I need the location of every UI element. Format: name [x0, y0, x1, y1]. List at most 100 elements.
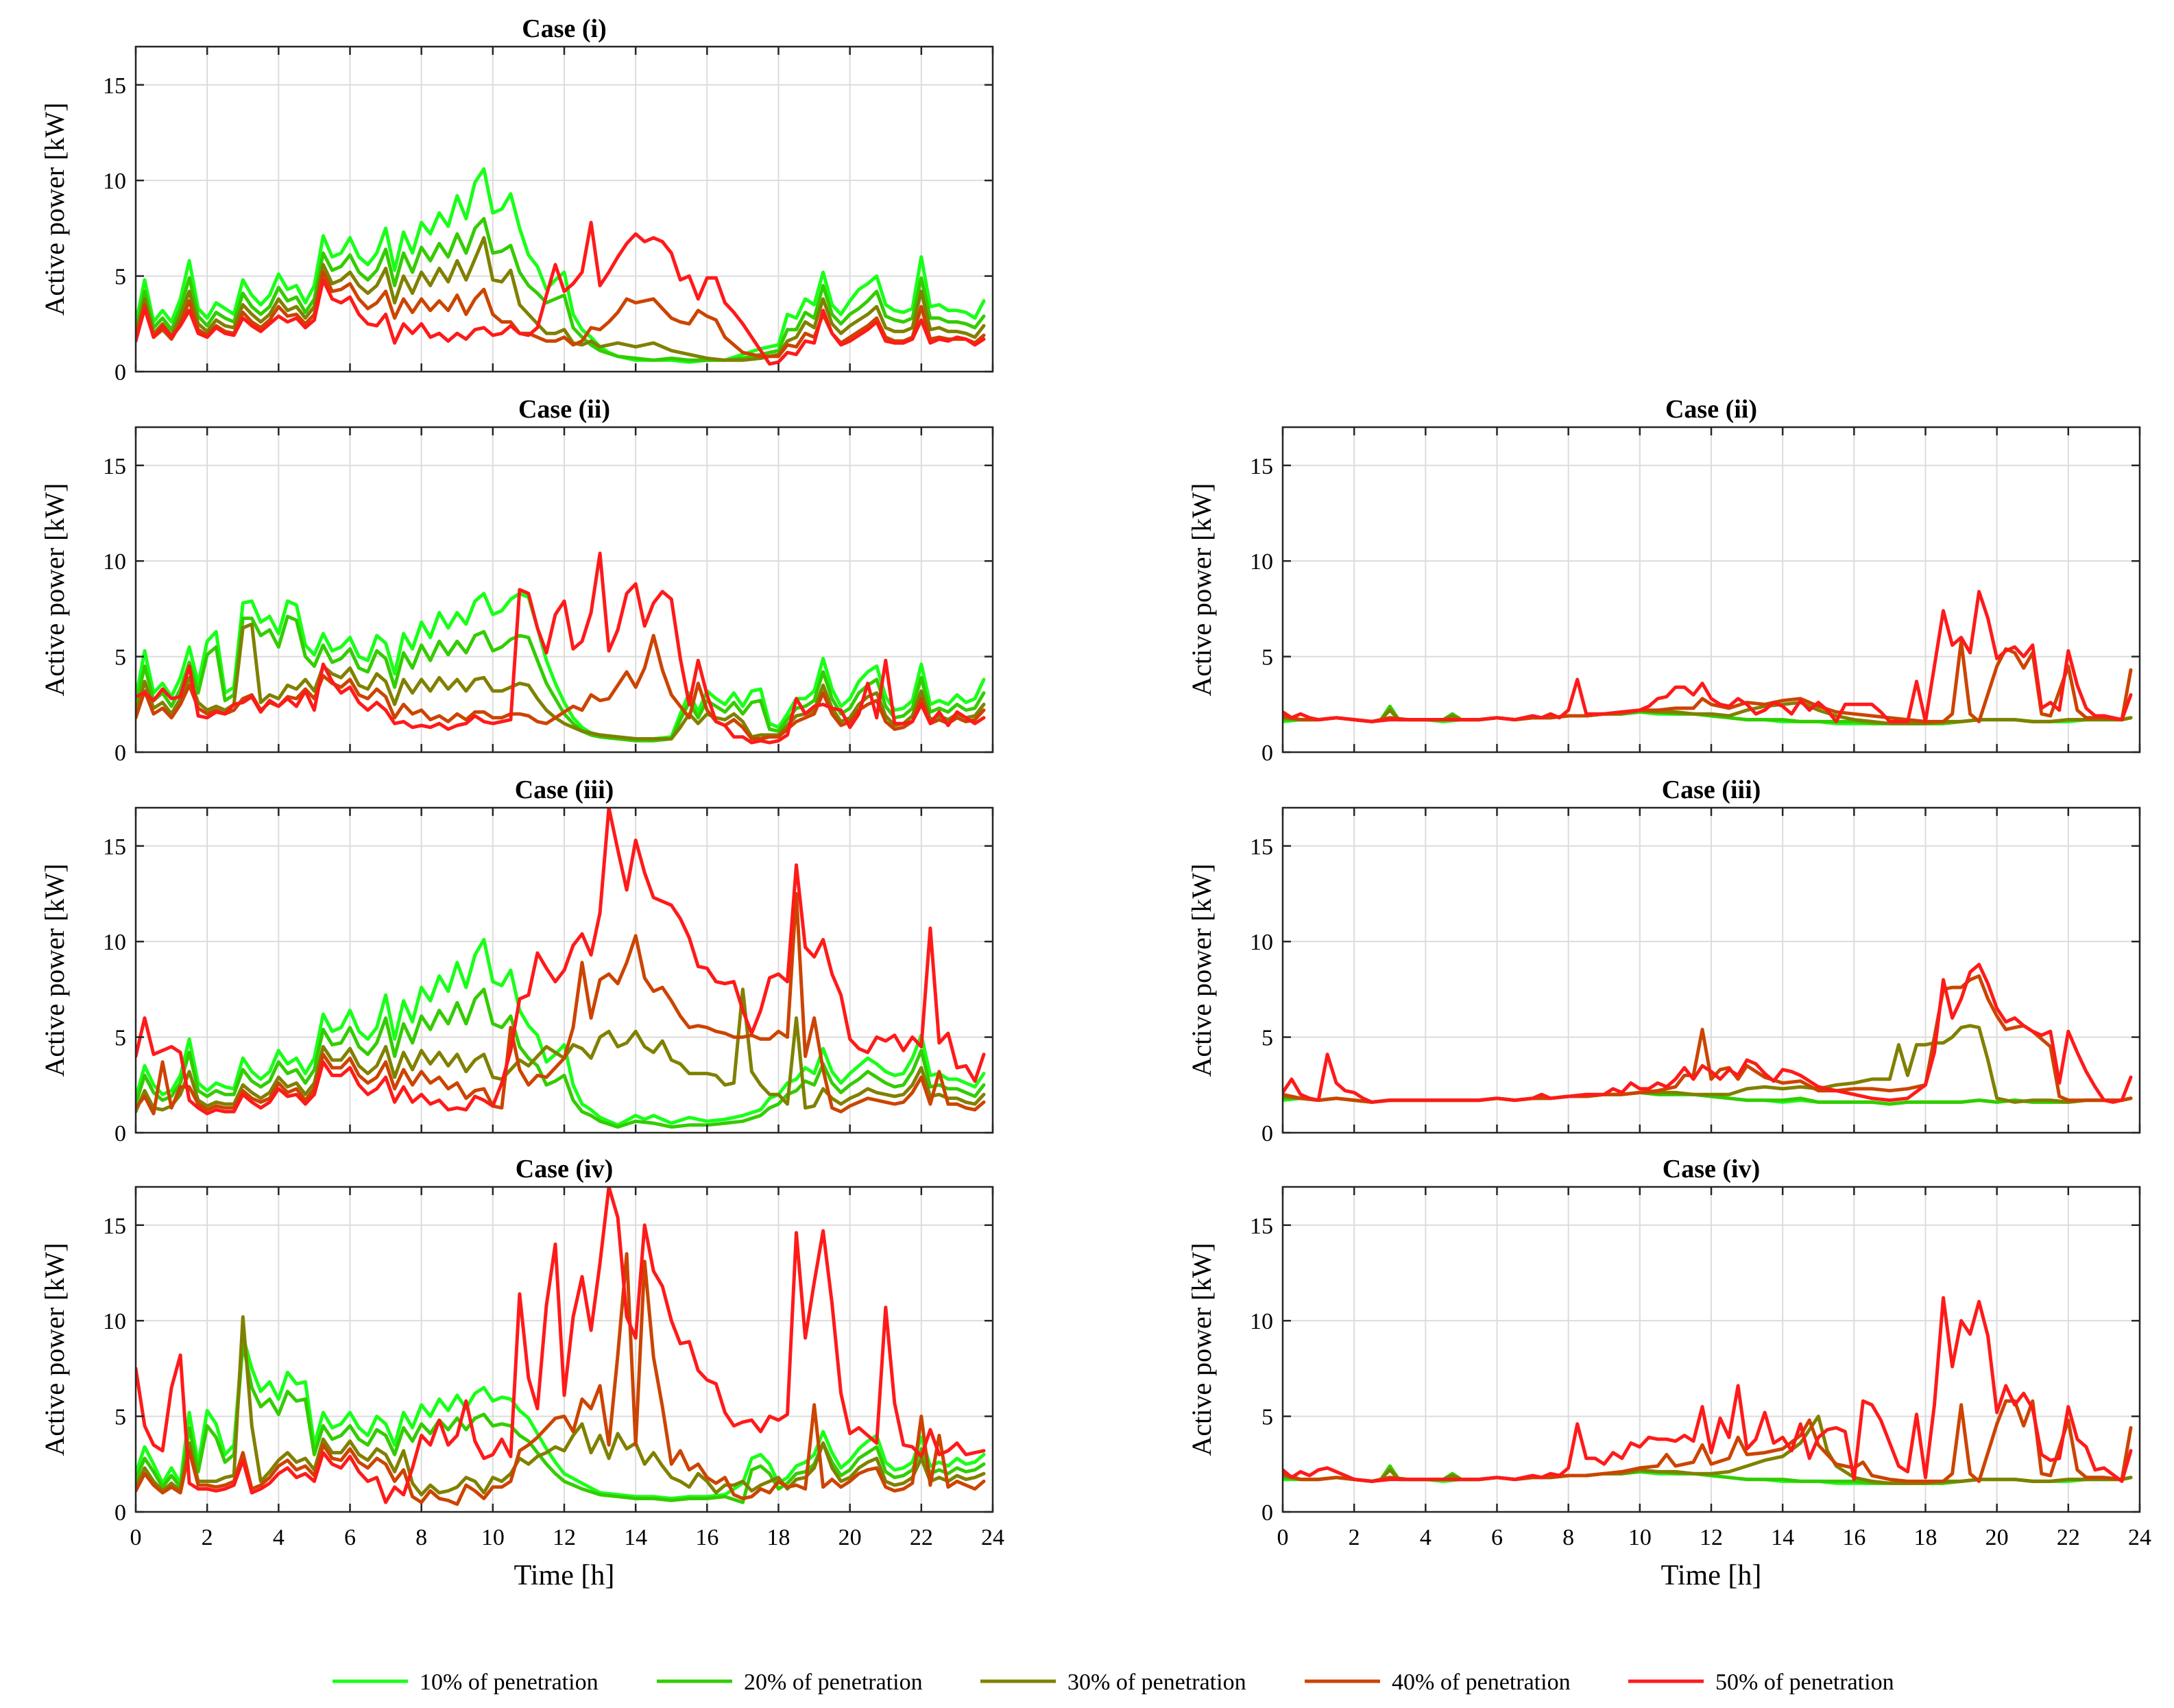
- y-tick-label: 0: [1261, 741, 1273, 766]
- y-tick-label: 5: [114, 645, 126, 671]
- y-tick-label: 15: [103, 454, 126, 479]
- y-tick-label: 10: [103, 549, 126, 575]
- panels: 0 5 10 15 Case (i) Active power [kW] 0 5 10 15 Cas…: [39, 14, 2151, 1591]
- series-line-50: [136, 551, 986, 745]
- series-line-20: [136, 614, 986, 743]
- legend-label: 30% of penetration: [1067, 1670, 1246, 1695]
- panel-left-iii: 0 5 10 15 Case (iii) Active power [kW]: [39, 775, 994, 1146]
- legend-label: 10% of penetration: [420, 1670, 599, 1695]
- y-tick-label: 15: [1250, 834, 1273, 860]
- panel-title: Case (iii): [515, 775, 614, 804]
- x-tick-label: 12: [1700, 1525, 1723, 1550]
- x-tick-label: 10: [1628, 1525, 1652, 1550]
- y-tick-label: 5: [1261, 1026, 1273, 1051]
- y-tick-label: 5: [1261, 1405, 1273, 1430]
- series-line-50: [136, 221, 986, 366]
- series-line-40: [1283, 974, 2133, 1104]
- y-tick-label: 0: [1261, 1500, 1273, 1526]
- x-tick-label: 14: [1771, 1525, 1794, 1550]
- panel-title: Case (iv): [516, 1155, 613, 1183]
- series-line-50: [1283, 963, 2133, 1104]
- x-axis-label: Time [h]: [514, 1560, 615, 1591]
- x-tick-label: 2: [1349, 1525, 1360, 1550]
- panel-title: Case (i): [522, 14, 606, 43]
- y-tick-label: 10: [1250, 1309, 1273, 1334]
- x-tick-label: 0: [130, 1525, 142, 1550]
- x-tick-label: 6: [1491, 1525, 1503, 1550]
- y-tick-label: 5: [114, 265, 126, 290]
- y-tick-label: 10: [103, 1309, 126, 1334]
- y-tick-label: 0: [114, 1500, 126, 1526]
- y-axis-label: Active power [kW]: [39, 483, 70, 697]
- legend-label: 50% of penetration: [1715, 1670, 1894, 1695]
- x-tick-label: 24: [981, 1525, 1004, 1550]
- y-tick-label: 10: [1250, 930, 1273, 955]
- panel-left-ii: 0 5 10 15 Case (ii) Active power [kW]: [39, 395, 994, 766]
- legend-label: 40% of penetration: [1392, 1670, 1571, 1695]
- panel-left-i: 0 5 10 15 Case (i) Active power [kW]: [39, 14, 994, 385]
- series-line-30: [136, 236, 986, 362]
- x-tick-label: 6: [344, 1525, 356, 1550]
- x-tick-label: 8: [415, 1525, 427, 1550]
- series-group: [1283, 590, 2133, 725]
- x-tick-label: 18: [767, 1525, 790, 1550]
- x-tick-label: 14: [624, 1525, 647, 1550]
- series-line-30: [136, 1315, 986, 1497]
- series-group: [136, 1187, 986, 1506]
- y-tick-label: 5: [1261, 645, 1273, 671]
- series-line-10: [136, 167, 986, 364]
- panel-right-ii: 0 5 10 15 Case (ii) Active power [kW]: [1186, 395, 2141, 766]
- series-group: [1283, 1296, 2133, 1485]
- series-group: [136, 808, 986, 1129]
- x-tick-label: 20: [838, 1525, 862, 1550]
- x-tick-label: 22: [910, 1525, 933, 1550]
- grid: [1283, 1187, 2140, 1512]
- legend-label: 20% of penetration: [744, 1670, 923, 1695]
- panel-title: Case (iv): [1663, 1155, 1760, 1183]
- y-tick-label: 15: [1250, 1214, 1273, 1239]
- x-tick-label: 24: [2128, 1525, 2151, 1550]
- series-line-40: [1283, 1399, 2133, 1483]
- legend-entry: 30% of penetration: [980, 1670, 1246, 1695]
- y-tick-label: 15: [103, 1214, 126, 1239]
- series-line-40: [136, 270, 986, 359]
- panel-title: Case (ii): [1665, 395, 1757, 424]
- ticks: 0 5 10 15: [1250, 808, 2141, 1146]
- series-line-50: [1283, 1296, 2133, 1483]
- x-tick-label: 18: [1914, 1525, 1937, 1550]
- series-line-40: [136, 892, 986, 1116]
- x-tick-label: 10: [481, 1525, 505, 1550]
- series-line-20: [136, 1342, 986, 1504]
- y-axis-label: Active power [kW]: [39, 1243, 70, 1456]
- y-tick-label: 10: [103, 930, 126, 955]
- ticks: 0 5 10 15: [1250, 427, 2141, 766]
- x-tick-label: 16: [1842, 1525, 1865, 1550]
- x-tick-label: 22: [2057, 1525, 2080, 1550]
- grid: [1283, 808, 2140, 1133]
- series-group: [136, 167, 986, 366]
- series-line-40: [136, 1252, 986, 1506]
- y-axis-label: Active power [kW]: [1186, 483, 1217, 697]
- y-tick-label: 15: [103, 834, 126, 860]
- legend-entry: 20% of penetration: [657, 1670, 923, 1695]
- x-tick-label: 2: [202, 1525, 213, 1550]
- y-tick-label: 0: [114, 1121, 126, 1146]
- series-line-30: [136, 622, 986, 741]
- y-tick-label: 5: [114, 1026, 126, 1051]
- x-tick-label: 0: [1277, 1525, 1289, 1550]
- x-tick-label: 20: [1985, 1525, 2009, 1550]
- legend-entry: 40% of penetration: [1305, 1670, 1571, 1695]
- x-tick-label: 16: [695, 1525, 718, 1550]
- series-group: [136, 551, 986, 745]
- y-tick-label: 10: [1250, 549, 1273, 575]
- y-axis-label: Active power [kW]: [39, 864, 70, 1077]
- y-axis-label: Active power [kW]: [1186, 864, 1217, 1077]
- y-tick-label: 15: [1250, 454, 1273, 479]
- y-tick-label: 0: [114, 741, 126, 766]
- legend-entry: 50% of penetration: [1628, 1670, 1894, 1695]
- ticks: 0 5 10 15: [103, 427, 994, 766]
- legend-entry: 10% of penetration: [333, 1670, 599, 1695]
